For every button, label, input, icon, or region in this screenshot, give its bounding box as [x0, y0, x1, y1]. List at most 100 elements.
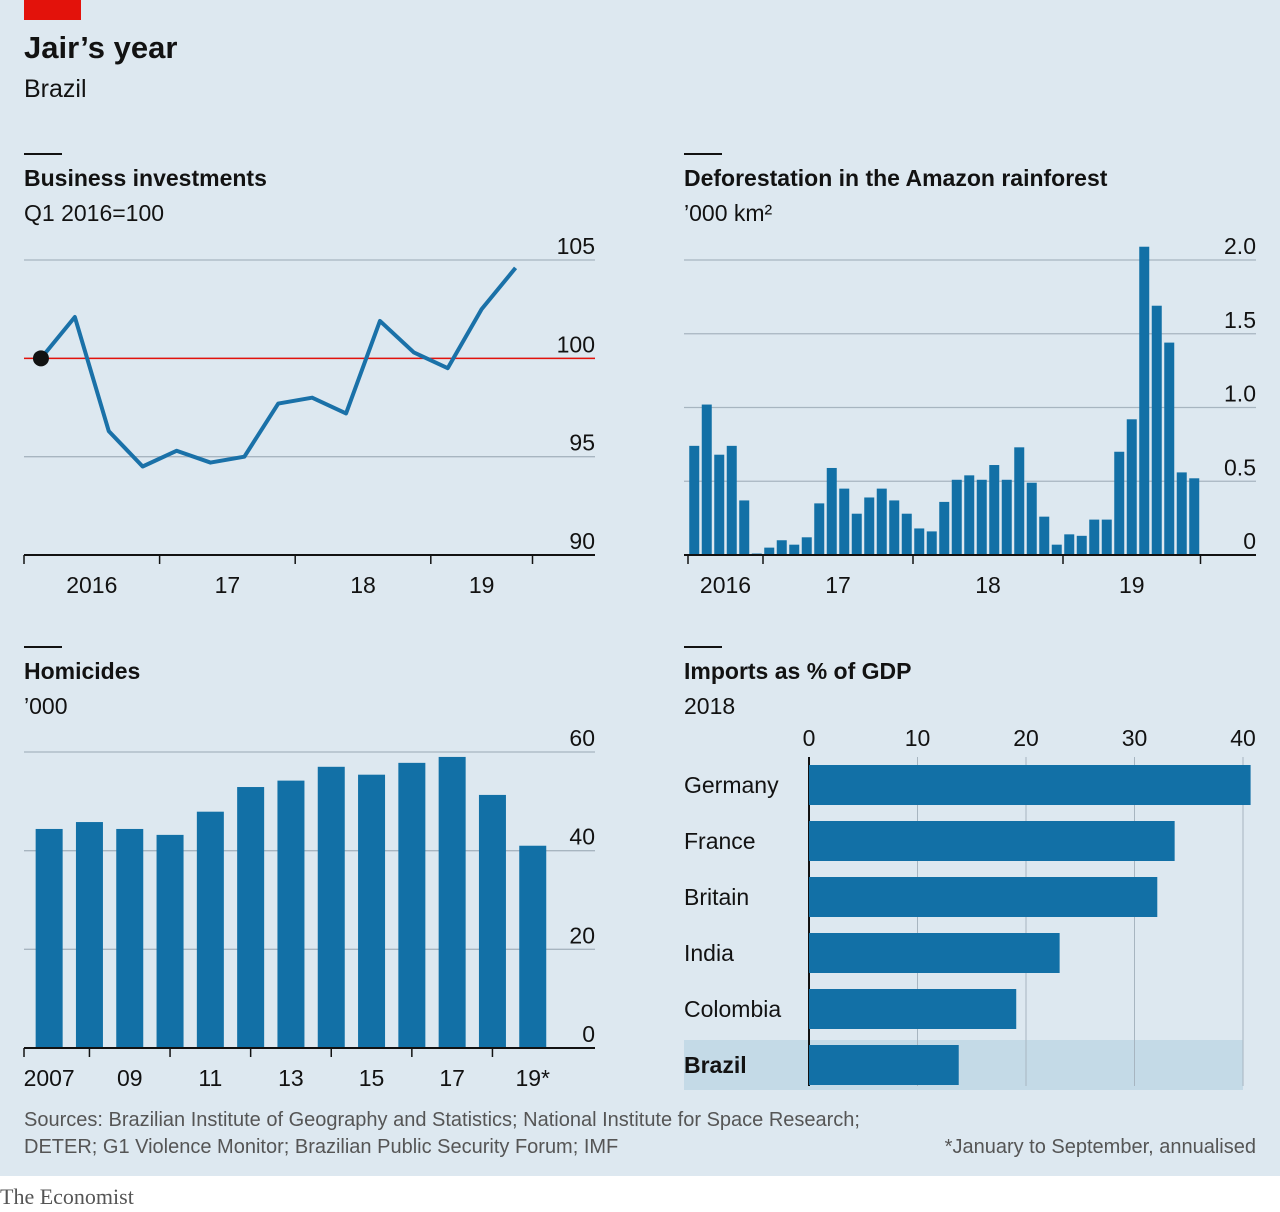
category-label: Colombia — [684, 996, 781, 1022]
bar — [1026, 482, 1037, 555]
line-series — [39, 266, 518, 469]
bar — [1076, 535, 1087, 555]
bar — [964, 475, 975, 555]
bar — [398, 762, 426, 1048]
bar — [764, 547, 775, 555]
x-tick-label: 18 — [975, 572, 1001, 598]
bar — [701, 404, 712, 555]
y-tick-label: 0 — [582, 1021, 595, 1047]
bar — [1064, 534, 1075, 555]
x-tick-label: 19 — [1119, 572, 1145, 598]
x-tick-label: 11 — [198, 1065, 222, 1091]
bar — [826, 467, 837, 555]
panel-subtitle: ’000 — [24, 693, 67, 719]
bar — [739, 500, 750, 555]
footnote: *January to September, annualised — [945, 1136, 1256, 1158]
y-tick-label: 1.5 — [1224, 307, 1256, 333]
bar — [478, 794, 506, 1048]
panel-subtitle: ’000 km² — [684, 200, 773, 226]
bar — [1114, 451, 1125, 555]
page-title: Jair’s year — [24, 30, 177, 65]
category-label: Germany — [684, 772, 779, 798]
brand: The Economist — [0, 1184, 134, 1209]
bar — [789, 544, 800, 555]
bar — [1101, 519, 1112, 555]
bar — [1014, 447, 1025, 555]
bar — [864, 497, 875, 555]
bar — [814, 503, 825, 555]
x-tick-label: 2007 — [24, 1065, 75, 1091]
y-tick-label: 0.5 — [1224, 454, 1256, 480]
bar — [1051, 544, 1062, 555]
bar — [989, 465, 1000, 555]
x-tick-label: 10 — [905, 725, 931, 751]
x-tick-label: 2016 — [700, 572, 751, 598]
bar — [1164, 342, 1175, 555]
x-tick-label: 20 — [1013, 725, 1039, 751]
x-tick-label: 2016 — [66, 572, 117, 598]
y-tick-label: 60 — [569, 725, 595, 751]
panel-title: Homicides — [24, 658, 140, 684]
bar — [809, 765, 1251, 805]
bar — [839, 488, 850, 555]
bar — [75, 822, 103, 1048]
bar — [519, 845, 547, 1048]
bar — [1189, 478, 1200, 555]
bar — [438, 756, 466, 1048]
bar — [1039, 516, 1050, 555]
bar — [358, 774, 386, 1048]
panel-title: Imports as % of GDP — [684, 658, 911, 684]
y-tick-label: 40 — [569, 824, 595, 850]
bar — [1139, 246, 1150, 555]
bar — [714, 454, 725, 555]
bar — [889, 500, 900, 555]
category-label: France — [684, 828, 756, 854]
bar — [277, 780, 305, 1048]
panel-title: Business investments — [24, 165, 267, 191]
x-tick-label: 18 — [350, 572, 376, 598]
x-tick-label: 17 — [215, 572, 241, 598]
category-label: Brazil — [684, 1052, 747, 1078]
sources: DETER; G1 Violence Monitor; Brazilian Pu… — [24, 1136, 618, 1158]
bar — [1151, 305, 1162, 555]
bar — [951, 479, 962, 555]
x-tick-label: 40 — [1230, 725, 1256, 751]
x-tick-label: 30 — [1122, 725, 1148, 751]
bar — [914, 528, 925, 555]
sources: Sources: Brazilian Institute of Geograph… — [24, 1109, 860, 1131]
panel-subtitle: Q1 2016=100 — [24, 200, 164, 226]
bar — [689, 445, 700, 555]
bar — [801, 537, 812, 555]
bar — [1126, 419, 1137, 555]
y-tick-label: 20 — [569, 922, 595, 948]
y-tick-label: 90 — [569, 528, 595, 554]
x-tick-label: 19 — [469, 572, 495, 598]
bar — [1089, 519, 1100, 555]
x-tick-label: 0 — [803, 725, 816, 751]
y-tick-label: 105 — [557, 233, 595, 259]
red-tag — [24, 0, 81, 20]
x-tick-label: 19* — [515, 1065, 550, 1091]
y-tick-label: 100 — [557, 331, 595, 357]
bar — [939, 501, 950, 555]
panel-title: Deforestation in the Amazon rainforest — [684, 165, 1108, 191]
bar — [196, 811, 224, 1048]
bar — [926, 531, 937, 555]
bar — [809, 877, 1158, 917]
bar — [317, 766, 345, 1048]
x-tick-label: 13 — [278, 1065, 304, 1091]
bar — [237, 787, 265, 1048]
y-tick-label: 2.0 — [1224, 233, 1256, 259]
start-dot — [32, 350, 49, 367]
y-tick-label: 95 — [569, 430, 595, 456]
bar — [1176, 472, 1187, 555]
bar — [116, 828, 144, 1048]
x-tick-label: 09 — [117, 1065, 143, 1091]
x-tick-label: 17 — [825, 572, 851, 598]
highlight-band — [684, 1040, 1243, 1090]
category-label: India — [684, 940, 734, 966]
page-subtitle: Brazil — [24, 75, 87, 103]
bar — [851, 513, 862, 555]
bar — [876, 488, 887, 555]
